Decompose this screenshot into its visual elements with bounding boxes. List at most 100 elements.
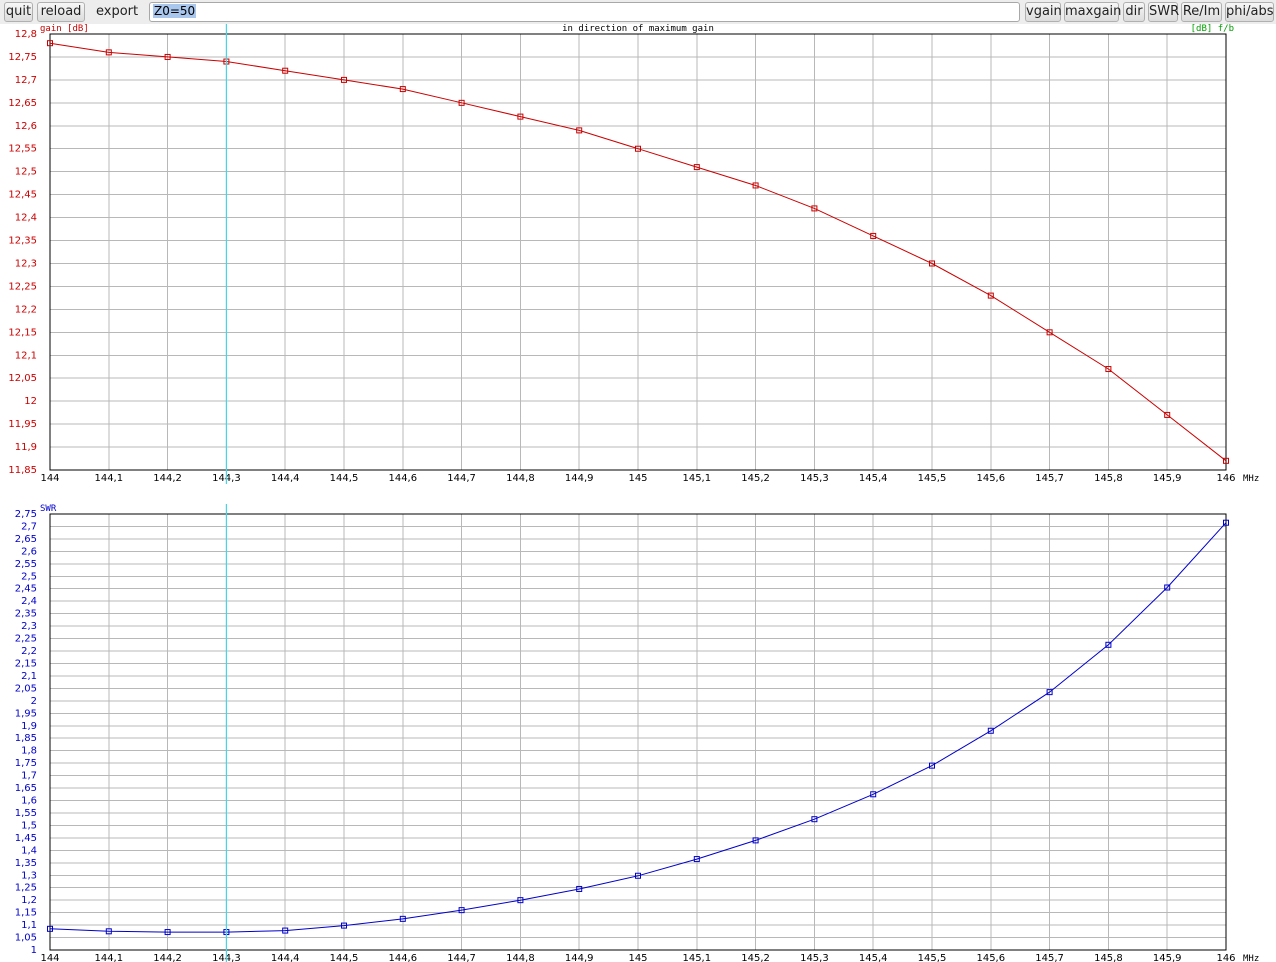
swr-y-tick-label: 2,75 (15, 509, 37, 520)
swr-x-tick-label: 145,6 (976, 953, 1005, 962)
gain-data-point (282, 67, 289, 74)
gain-data-point (1223, 457, 1229, 464)
gain-x-tick-label: 144,6 (388, 473, 417, 484)
gain-y-tick-label: 12,7 (15, 75, 37, 86)
swr-y-tick-label: 1,9 (21, 721, 37, 732)
gain-chart-title: in direction of maximum gain (562, 24, 714, 34)
gain-y-tick-label: 12,6 (15, 121, 37, 132)
gain-x-unit: MHz (1243, 474, 1259, 484)
swr-data-point (164, 929, 171, 936)
z0-input[interactable]: Z0=50 (149, 2, 1020, 22)
vgain-button[interactable]: vgain (1025, 2, 1062, 22)
reload-button[interactable]: reload (37, 2, 85, 22)
gain-x-tick-label: 144,8 (506, 473, 535, 484)
gain-x-tick-label: 145,3 (800, 473, 829, 484)
swr-y-tick-label: 2,2 (21, 646, 37, 657)
swr-y-tick-label: 1,6 (21, 796, 37, 807)
swr-y-tick-label: 1,45 (15, 833, 37, 844)
gain-x-tick-label: 145,7 (1035, 473, 1064, 484)
swr-data-point (105, 928, 112, 935)
swr-y-tick-label: 1,1 (21, 920, 37, 931)
swr-y-tick-label: 2,55 (15, 559, 37, 570)
swr-y-tick-label: 2,15 (15, 658, 37, 669)
swr-data-point (282, 927, 289, 934)
swr-y-tick-label: 1,75 (15, 758, 37, 769)
swr-data-point (635, 872, 641, 879)
gain-data-point (929, 260, 935, 267)
gain-y-tick-label: 12,4 (15, 213, 37, 224)
swr-y-tick-label: 1,05 (15, 933, 37, 944)
dir-button[interactable]: dir (1123, 2, 1145, 22)
swr-y-tick-label: 1,2 (21, 895, 37, 906)
quit-button[interactable]: quit (4, 2, 33, 22)
swr-data-point (1223, 519, 1229, 526)
gain-data-point (105, 49, 112, 56)
gain-x-tick-label: 144,5 (330, 473, 359, 484)
reim-button[interactable]: Re/Im (1181, 2, 1222, 22)
swr-data-point (1105, 641, 1112, 648)
swr-x-tick-label: 144,2 (153, 953, 182, 962)
gain-x-tick-label: 145 (628, 473, 647, 484)
gain-data-point (870, 232, 877, 239)
swr-button[interactable]: SWR (1148, 2, 1179, 22)
gain-x-tick-label: 145,4 (859, 473, 888, 484)
swr-data-point (576, 885, 583, 892)
swr-data-point (399, 915, 406, 922)
gain-x-tick-label: 146 (1216, 473, 1235, 484)
swr-y-tick-label: 2,7 (21, 521, 37, 532)
swr-y-tick-label: 1,7 (21, 771, 37, 782)
swr-y-tick-label: 1,95 (15, 708, 37, 719)
gain-y-tick-label: 12 (24, 396, 37, 407)
swr-x-tick-label: 144,8 (506, 953, 535, 962)
gain-x-tick-label: 145,5 (918, 473, 947, 484)
swr-series-line (49, 522, 1227, 933)
maxgain-button[interactable]: maxgain (1064, 2, 1121, 22)
swr-y-tick-label: 2,25 (15, 634, 37, 645)
gain-y-tick-label: 12,05 (8, 373, 37, 384)
gain-data-point (811, 205, 818, 212)
gain-data-point (517, 113, 524, 120)
gain-axis-label: gain [dB] (40, 24, 89, 34)
gain-x-tick-label: 144,4 (271, 473, 300, 484)
swr-data-point (1046, 689, 1053, 696)
swr-data-point (1164, 584, 1171, 591)
gain-y-tick-label: 12,75 (8, 52, 37, 63)
gain-x-tick-label: 144 (40, 473, 59, 484)
swr-x-tick-label: 145 (628, 953, 647, 962)
gain-data-point (341, 76, 347, 83)
gain-data-point (576, 127, 583, 134)
swr-x-tick-label: 145,9 (1153, 953, 1182, 962)
phiabs-button[interactable]: phi/abs (1225, 2, 1274, 22)
swr-y-tick-label: 1 (31, 945, 37, 956)
swr-data-point (929, 762, 935, 769)
gain-y-tick-label: 12,2 (15, 304, 37, 315)
plots-layer: 11,8511,911,951212,0512,112,1512,212,251… (8, 24, 1236, 962)
gain-y-tick-label: 12,1 (15, 350, 37, 361)
swr-y-tick-label: 1,85 (15, 733, 37, 744)
gain-y-tick-label: 12,3 (15, 258, 37, 269)
gain-y-tick-label: 11,85 (8, 465, 37, 476)
gain-y-tick-label: 11,95 (8, 419, 37, 430)
swr-x-tick-label: 145,5 (918, 953, 947, 962)
swr-y-tick-label: 1,65 (15, 783, 37, 794)
swr-y-tick-label: 2,1 (21, 671, 37, 682)
swr-x-tick-label: 145,4 (859, 953, 888, 962)
swr-data-point (47, 925, 53, 932)
swr-data-point (870, 791, 877, 798)
export-button[interactable]: export (96, 4, 139, 19)
swr-y-tick-label: 1,4 (21, 845, 37, 856)
swr-axis-label: SWR (40, 504, 57, 514)
gain-data-point (693, 164, 700, 171)
gain-data-point (752, 182, 759, 189)
gain-x-tick-label: 144,1 (94, 473, 123, 484)
gain-data-point (1164, 411, 1171, 418)
swr-y-tick-label: 2 (31, 696, 37, 707)
swr-x-tick-label: 144 (40, 953, 59, 962)
gain-x-tick-label: 144,7 (447, 473, 476, 484)
swr-y-tick-label: 2,4 (21, 596, 37, 607)
swr-y-tick-label: 1,25 (15, 883, 37, 894)
gain-y-tick-label: 12,8 (15, 29, 37, 40)
gain-x-tick-label: 145,1 (682, 473, 711, 484)
gain-y-tick-label: 12,55 (8, 144, 37, 155)
